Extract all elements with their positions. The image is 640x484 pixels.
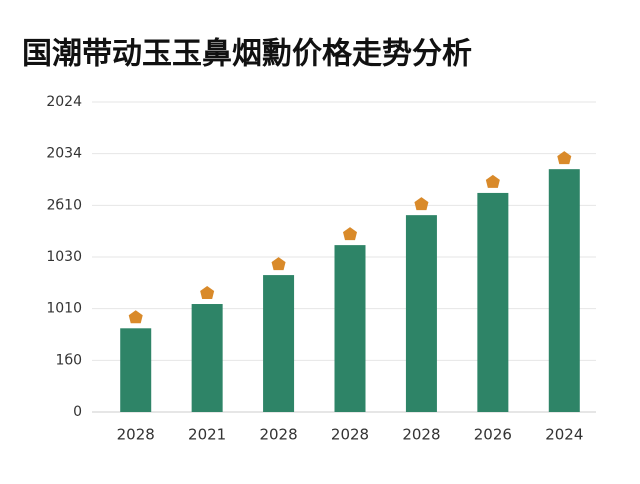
bar-marker: [200, 286, 215, 300]
x-tick-label: 2028: [259, 426, 297, 444]
x-tick-label: 2028: [402, 426, 440, 444]
x-tick-label: 2021: [188, 426, 226, 444]
bar: [548, 169, 580, 412]
y-tick-label: 1б0: [56, 352, 82, 368]
bar-marker: [414, 197, 429, 211]
bar: [405, 215, 437, 412]
x-tick-label: 2028: [117, 426, 155, 444]
x-tick-label: 2028: [331, 426, 369, 444]
x-tick-label: 2024: [545, 426, 583, 444]
bar-marker: [485, 174, 500, 188]
bar-marker: [128, 310, 143, 324]
bar-marker: [343, 227, 357, 241]
y-tick-label: 1030: [46, 249, 82, 265]
x-tick-label: 2026: [474, 426, 512, 444]
bar-marker: [557, 151, 572, 165]
y-tick-label: 2024: [46, 94, 82, 110]
y-tick-label: 2034: [46, 146, 82, 162]
chart-title: 国潮带动玉玉鼻烟勳价格走势分析: [22, 37, 472, 72]
bar: [120, 328, 152, 412]
bar: [191, 304, 223, 412]
y-tick-label: 2б10: [47, 197, 82, 213]
bar: [263, 275, 295, 412]
y-tick-label: 1010: [46, 301, 82, 317]
bar-marker: [271, 257, 286, 271]
bar: [334, 245, 366, 412]
y-tick-label: 0: [73, 404, 82, 420]
bar: [477, 192, 509, 412]
